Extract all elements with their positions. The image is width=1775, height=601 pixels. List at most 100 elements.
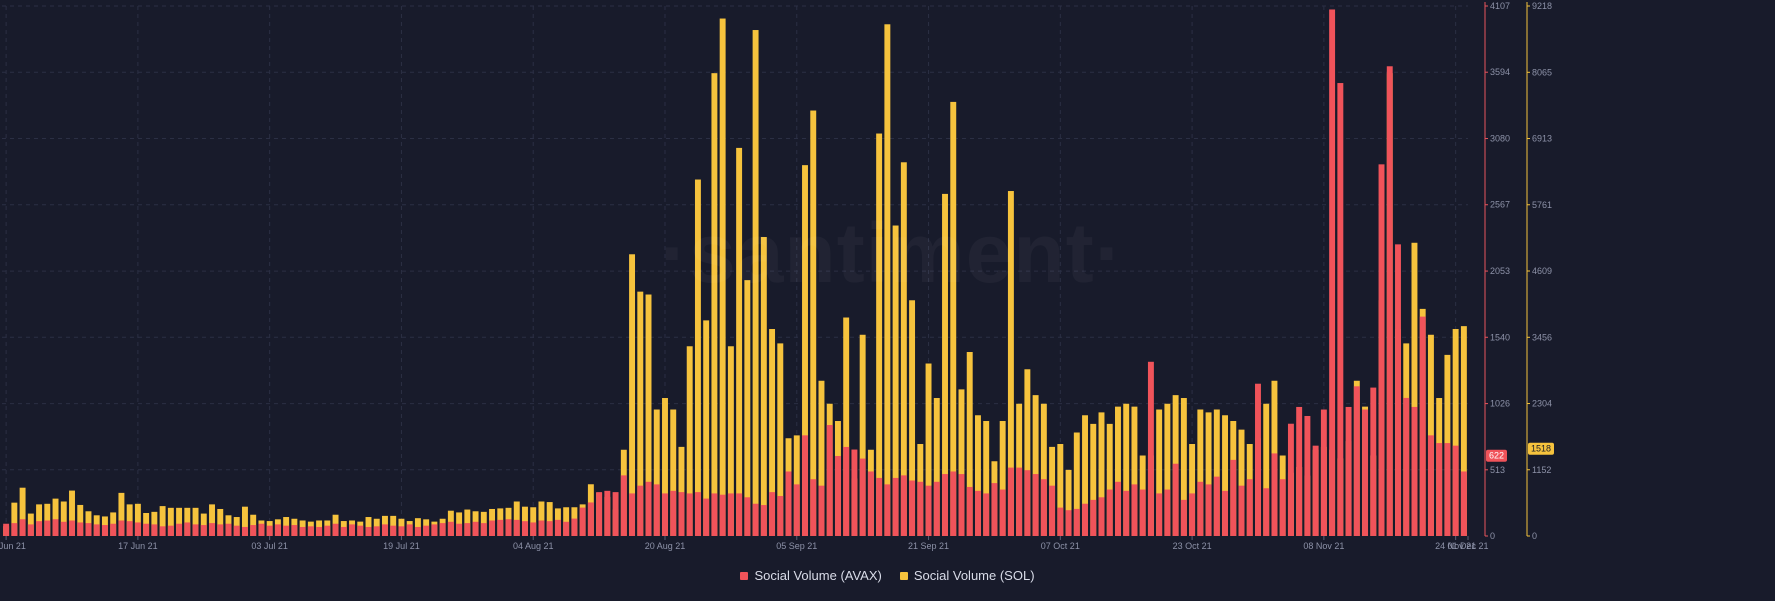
bar-avax [505, 519, 512, 536]
bar-avax [274, 524, 281, 536]
bar-avax [176, 523, 183, 536]
bar-avax [101, 525, 108, 536]
x-tick-label: 01 Dec 21 [1447, 541, 1488, 551]
bar-avax [1098, 497, 1105, 536]
bar-sol [60, 501, 67, 536]
left-axis-tick-label: 2053 [1490, 266, 1510, 276]
bar-avax [1255, 383, 1261, 536]
bar-sol [209, 504, 215, 536]
bar-sol [974, 415, 981, 536]
bar-sol [933, 398, 940, 536]
bar-avax [958, 474, 965, 536]
right-axis-tick-label: 6913 [1532, 134, 1552, 144]
bar-avax [1090, 499, 1097, 536]
bar-avax [357, 525, 364, 536]
bar-sol [900, 162, 907, 537]
bar-avax [678, 492, 685, 536]
bar-avax [703, 498, 710, 536]
bar-avax [909, 480, 916, 536]
bar-sol [1106, 423, 1113, 536]
bar-avax [1007, 467, 1014, 536]
bar-sol [513, 501, 520, 536]
bar-avax [983, 493, 990, 536]
right-axis-tick-label: 4609 [1532, 266, 1552, 276]
bar-avax [85, 523, 92, 536]
bar-avax [1386, 66, 1393, 536]
bar-sol [958, 389, 965, 536]
bar-sol [1040, 403, 1047, 536]
bar-sol [1205, 412, 1212, 536]
bar-sol [736, 147, 743, 536]
bar-avax [283, 525, 290, 536]
bar-avax [316, 526, 323, 536]
bar-avax [1263, 488, 1270, 536]
bar-sol [859, 334, 866, 536]
bar-sol [694, 179, 701, 536]
bar-avax [1180, 499, 1187, 536]
bar-avax [307, 526, 314, 536]
left-axis-tick-label: 2567 [1490, 200, 1510, 210]
x-tick-label: 07 Oct 21 [1041, 541, 1080, 551]
bar-avax [966, 486, 973, 536]
right-axis-tick-label: 1152 [1532, 465, 1551, 475]
bar-avax [1304, 415, 1311, 536]
bar-avax [373, 526, 380, 536]
bar-avax [1115, 481, 1121, 536]
bar-avax [1403, 397, 1410, 536]
left-axis-tick-label: 4107 [1490, 1, 1510, 11]
bar-avax [27, 524, 34, 536]
bar-avax [44, 520, 51, 536]
sol-last-value-label: 1518 [1531, 444, 1551, 454]
bar-avax [719, 494, 726, 536]
bar-avax [867, 471, 874, 536]
bar-avax [859, 458, 866, 536]
bar-avax [645, 481, 652, 536]
bar-sol [1460, 326, 1467, 536]
bar-sol [200, 513, 207, 536]
bar-sol [966, 352, 973, 536]
legend-item-sol[interactable]: Social Volume (SOL) [899, 568, 1035, 583]
bar-avax [200, 525, 207, 536]
bar-avax [1024, 470, 1031, 536]
legend-swatch-sol [899, 571, 908, 580]
bar-avax [587, 502, 594, 536]
bar-avax [1016, 467, 1023, 536]
bar-sol [1098, 412, 1105, 536]
bar-avax [1287, 423, 1294, 536]
bar-avax [1213, 476, 1220, 536]
bar-avax [1419, 316, 1426, 536]
bar-sol [1263, 403, 1270, 536]
bar-avax [143, 523, 150, 536]
bar-avax [933, 481, 940, 536]
legend-item-avax[interactable]: Social Volume (AVAX) [740, 568, 882, 583]
bar-avax [629, 493, 636, 536]
bar-sol [11, 502, 18, 536]
bar-sol [1131, 406, 1138, 536]
bar-avax [884, 484, 891, 536]
bar-sol [843, 317, 850, 536]
bar-sol [752, 30, 759, 536]
bar-sol [769, 329, 776, 536]
bar-avax [365, 526, 372, 536]
bar-sol [925, 363, 932, 536]
x-tick-label: 05 Sep 21 [776, 541, 817, 551]
bar-avax [1427, 435, 1434, 536]
bar-avax [217, 524, 224, 536]
bar-avax [538, 520, 545, 536]
left-axis-tick-label: 1026 [1490, 399, 1510, 409]
bar-sol [1222, 415, 1229, 536]
bar-avax [1329, 9, 1336, 536]
bar-avax [522, 521, 528, 536]
bar-sol [678, 446, 685, 536]
bar-avax [431, 524, 438, 536]
bar-sol [36, 504, 43, 536]
bar-sol [727, 346, 734, 536]
bar-avax [1205, 484, 1212, 536]
bar-sol [1024, 369, 1031, 536]
bar-sol [1065, 469, 1072, 536]
bar-avax [52, 519, 59, 536]
bar-avax [266, 525, 273, 536]
bar-sol [44, 503, 51, 536]
bar-avax [785, 471, 792, 536]
bar-avax [1436, 443, 1443, 536]
